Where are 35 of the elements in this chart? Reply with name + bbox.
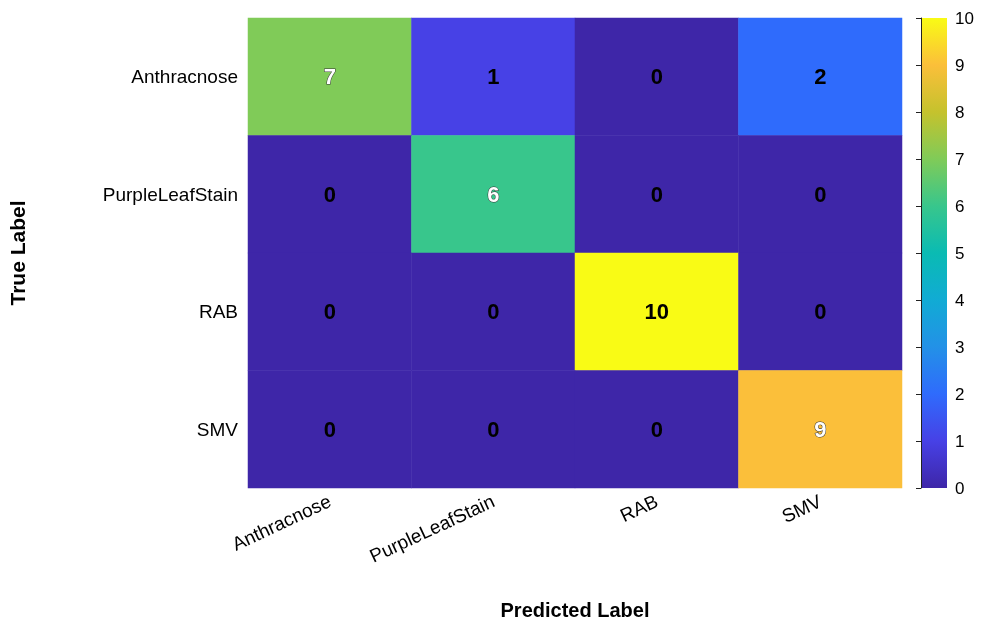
data-label: 0 xyxy=(487,299,500,325)
data-label: 9 xyxy=(814,416,827,442)
data-label: 7 xyxy=(323,64,336,90)
color-bar-label: 6 xyxy=(955,196,965,216)
x-axis-title: Predicted Label xyxy=(500,599,650,621)
color-bar-label: 10 xyxy=(955,8,974,28)
data-label: 0 xyxy=(323,181,336,207)
color-bar-label: 0 xyxy=(955,478,965,498)
y-tick-label: SMV xyxy=(196,418,239,440)
data-label: 2 xyxy=(814,64,827,90)
color-bar-label: 3 xyxy=(955,337,965,357)
color-bar-label: 5 xyxy=(955,243,965,263)
color-bar-label: 9 xyxy=(955,55,965,75)
y-tick-label: Anthracnose xyxy=(131,66,238,88)
y-axis-title: True Label xyxy=(6,200,29,306)
data-label: 0 xyxy=(814,299,827,325)
data-label: 0 xyxy=(814,181,827,207)
data-label: 10 xyxy=(644,299,669,325)
data-label: 0 xyxy=(650,416,663,442)
color-bar-label: 4 xyxy=(955,290,965,310)
y-tick-label: PurpleLeafStain xyxy=(102,183,238,205)
data-label: 0 xyxy=(323,416,336,442)
x-tick-label: RAB xyxy=(616,490,662,527)
color-bar-label: 7 xyxy=(955,149,965,169)
data-label: 0 xyxy=(323,299,336,325)
data-label: 1 xyxy=(487,64,500,90)
color-bar-label: 1 xyxy=(955,431,965,451)
data-label: 0 xyxy=(650,181,663,207)
x-tick-label: SMV xyxy=(778,490,825,527)
color-bar-label: 2 xyxy=(955,384,965,404)
data-label: 0 xyxy=(487,416,500,442)
data-label: 6 xyxy=(487,181,500,207)
data-label: 0 xyxy=(650,64,663,90)
color-bar-label: 8 xyxy=(955,102,965,122)
y-tick-label: RAB xyxy=(198,301,238,323)
